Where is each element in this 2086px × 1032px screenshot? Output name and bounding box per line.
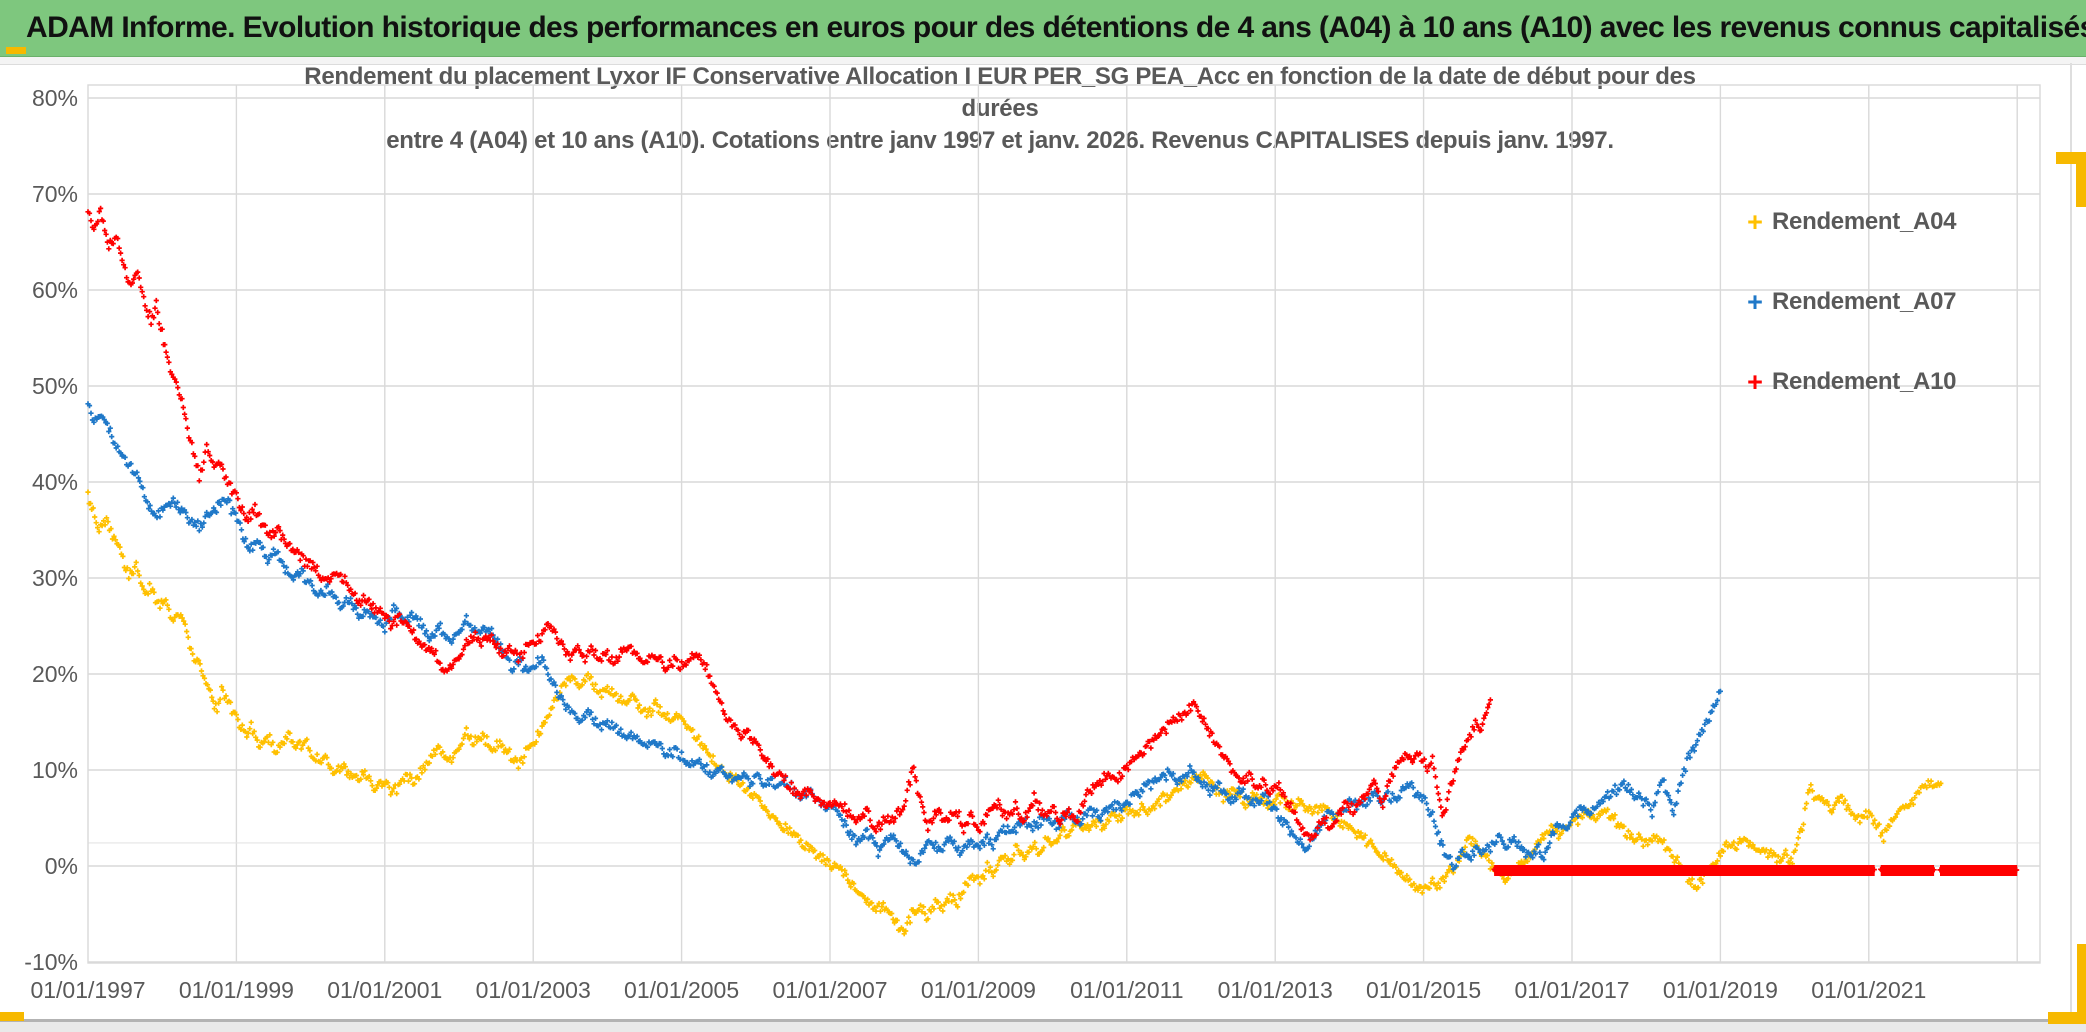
banner: ADAM Informe. Evolution historique des p… xyxy=(0,0,2086,57)
chart-object-edge xyxy=(2070,63,2072,1019)
window-bottom-strip xyxy=(0,1019,2086,1032)
y-axis-tick-label: 0% xyxy=(45,853,78,879)
plot-area-border xyxy=(87,84,2041,964)
plus-marker-icon: + xyxy=(1747,366,1763,397)
y-axis-tick-label: 80% xyxy=(32,85,78,111)
x-axis-tick-label: 01/01/2001 xyxy=(327,977,442,1003)
x-axis-tick-label: 01/01/2019 xyxy=(1663,977,1778,1003)
y-axis-tick-label: -10% xyxy=(24,949,78,975)
legend-label: Rendement_A07 xyxy=(1772,288,1957,315)
range-highlight-corner-top-right xyxy=(2076,152,2086,207)
x-axis-tick-label: 01/01/2007 xyxy=(772,977,887,1003)
chart-legend: + Rendement_A04 + Rendement_A07 + Rendem… xyxy=(1738,196,2068,436)
x-axis-tick-label: 01/01/1997 xyxy=(30,977,145,1003)
x-axis-tick-label: 01/01/2017 xyxy=(1514,977,1629,1003)
range-highlight-corner-bottom-right xyxy=(2048,1012,2086,1024)
series-rendement_a04[interactable] xyxy=(85,489,1944,937)
legend-label: Rendement_A10 xyxy=(1772,368,1957,395)
legend-item-rendement-a04[interactable]: + Rendement_A04 xyxy=(1738,196,2068,248)
legend-item-rendement-a10[interactable]: + Rendement_A10 xyxy=(1738,356,2068,408)
x-axis-tick-label: 01/01/2005 xyxy=(624,977,739,1003)
range-highlight-corner-top-left xyxy=(6,47,26,54)
x-axis-tick-label: 01/01/2003 xyxy=(476,977,591,1003)
x-axis-tick-label: 01/01/2011 xyxy=(1070,977,1183,1003)
y-axis-tick-label: 70% xyxy=(32,181,78,207)
chart-canvas[interactable]: 01/01/1997 01/01/1999 01/01/2001 01/01/2003… xyxy=(0,63,2086,1019)
plus-marker-icon: + xyxy=(1747,286,1763,317)
y-axis-tick-label: 40% xyxy=(32,469,78,495)
y-axis-tick-label: 60% xyxy=(32,277,78,303)
y-axis-tick-label: 50% xyxy=(32,373,78,399)
y-axis-tick-label: 10% xyxy=(32,757,78,783)
banner-divider xyxy=(0,57,2086,65)
legend-label: Rendement_A04 xyxy=(1772,208,1957,235)
range-highlight-corner-bottom-left xyxy=(0,1012,24,1021)
x-axis-tick-label: 01/01/2021 xyxy=(1811,977,1926,1003)
chart-title-line2: entre 4 (A04) et 10 ans (A10). Cotations… xyxy=(386,127,1614,154)
x-axis-tick-label: 01/01/1999 xyxy=(179,977,294,1003)
banner-title: ADAM Informe. Evolution historique des p… xyxy=(26,11,2086,44)
x-axis-tick-label: 01/01/2015 xyxy=(1366,977,1481,1003)
y-axis-tick-label: 20% xyxy=(32,661,78,687)
range-highlight-corner-bottom-right xyxy=(2077,944,2086,1014)
x-axis-tick-label: 01/01/2009 xyxy=(921,977,1036,1003)
legend-item-rendement-a07[interactable]: + Rendement_A07 xyxy=(1738,276,2068,328)
x-axis-tick-label: 01/01/2013 xyxy=(1218,977,1333,1003)
plus-marker-icon: + xyxy=(1747,206,1763,237)
series-rendement_a10[interactable] xyxy=(85,205,2020,874)
y-axis-tick-label: 30% xyxy=(32,565,78,591)
